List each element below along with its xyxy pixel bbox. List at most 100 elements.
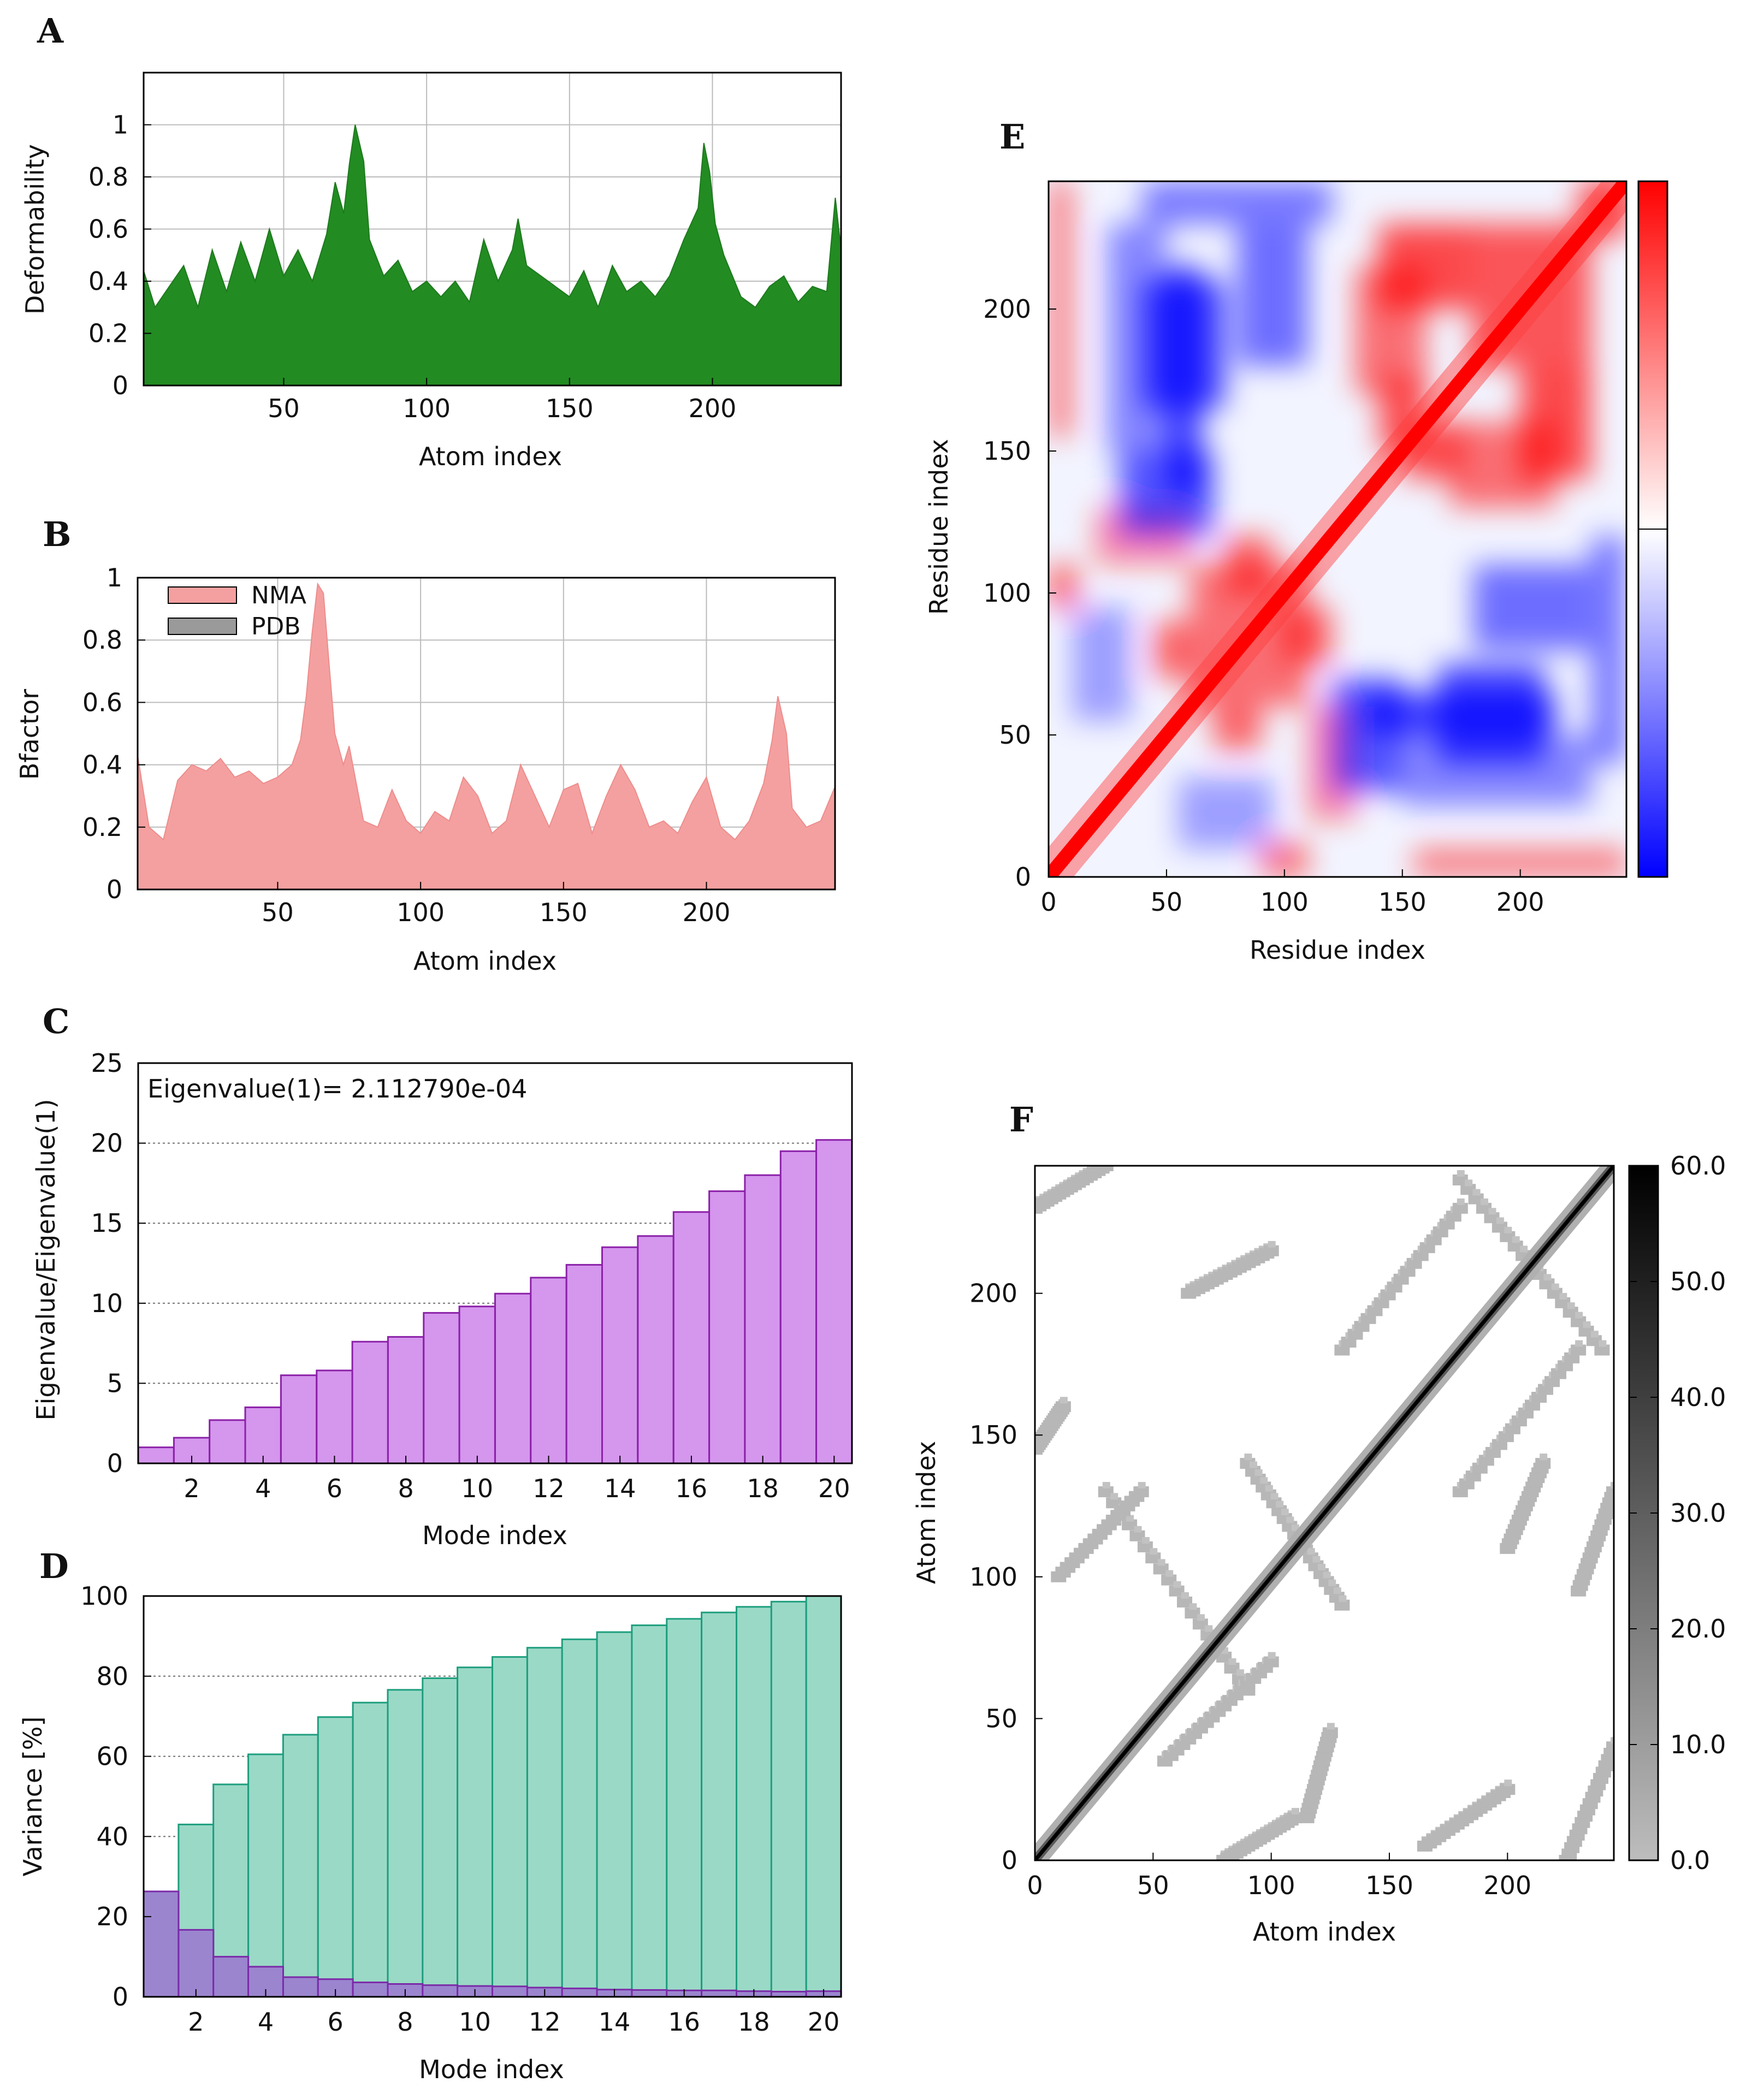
heatmap-cell bbox=[1488, 1208, 1496, 1215]
heatmap-cell bbox=[1504, 1226, 1512, 1233]
bar bbox=[244, 1406, 282, 1464]
x-tick-label: 6 bbox=[327, 1474, 342, 1503]
heatmap-cell bbox=[1126, 1515, 1134, 1522]
x-tick-label: 12 bbox=[529, 2007, 561, 2037]
heatmap-cell bbox=[1133, 1486, 1149, 1498]
colorbar-tick-label: 0.0 bbox=[1670, 1846, 1710, 1875]
heatmap-cell bbox=[1457, 1198, 1465, 1205]
bar bbox=[631, 1624, 668, 1998]
colorbar-tick-label: 30.0 bbox=[1670, 1498, 1726, 1528]
bar bbox=[282, 1734, 319, 1998]
heatmap-cell bbox=[1161, 1574, 1177, 1586]
x-tick-label: 0 bbox=[1040, 887, 1056, 917]
heatmap-cell bbox=[1287, 1812, 1303, 1824]
heatmap-cell bbox=[1072, 607, 1132, 721]
heatmap-cell bbox=[1484, 1212, 1500, 1224]
x-tick-label: 4 bbox=[258, 2007, 274, 2037]
heatmap-cell bbox=[1606, 1741, 1614, 1753]
x-tick-label: 18 bbox=[747, 1474, 779, 1503]
panel-c-ylabel: Eigenvalue/Eigenvalue(1) bbox=[31, 1099, 61, 1421]
bar bbox=[736, 1606, 772, 1998]
heatmap-cell bbox=[1119, 451, 1214, 536]
y-tick-label: 0 bbox=[113, 371, 128, 400]
bar bbox=[458, 1306, 496, 1464]
panel-b-ylabel: Bfactor bbox=[15, 689, 44, 780]
panel-b-legend: NMA PDB bbox=[168, 582, 306, 640]
heatmap-cell bbox=[1169, 1585, 1185, 1597]
x-tick-label: 8 bbox=[398, 1474, 413, 1503]
panel-e-xlabel: Residue index bbox=[1250, 935, 1425, 965]
heatmap-cell bbox=[1244, 1454, 1252, 1461]
heatmap-cell bbox=[1098, 1166, 1114, 1171]
bar bbox=[212, 1956, 250, 1998]
heatmap-cell bbox=[1457, 1170, 1465, 1177]
x-tick-label: 20 bbox=[808, 2007, 840, 2037]
panel-b-chart: 50 100 150 200 0 0.2 0.4 0.6 0.8 1 NMA PDB Atom i… bbox=[15, 563, 836, 976]
heatmap-cell bbox=[1571, 1344, 1587, 1356]
heatmap-cell bbox=[1543, 1274, 1552, 1281]
heatmap-cell bbox=[1049, 565, 1077, 607]
y-tick-label: 60 bbox=[96, 1742, 128, 1771]
heatmap-cell bbox=[1504, 1779, 1512, 1787]
heatmap-cell bbox=[1099, 1158, 1106, 1165]
heatmap-cell bbox=[1173, 1581, 1181, 1588]
bar bbox=[352, 1982, 389, 1998]
panel-d-bars bbox=[143, 1595, 842, 1998]
y-tick-label: 0.2 bbox=[88, 319, 128, 348]
bar bbox=[770, 1600, 807, 1998]
x-tick-label: 16 bbox=[668, 2007, 700, 2037]
panel-e-chart: 0 50 100 150 200 0 50 100 150 200 Residue index R… bbox=[924, 180, 1668, 965]
bar bbox=[316, 1369, 353, 1464]
y-tick-label: 150 bbox=[969, 1420, 1017, 1450]
colorbar-tick-label: 60.0 bbox=[1670, 1151, 1726, 1180]
heatmap-cell bbox=[1270, 1493, 1279, 1500]
panel-e-frame bbox=[1047, 180, 1627, 878]
heatmap-cell bbox=[1449, 423, 1556, 508]
bar bbox=[637, 1235, 674, 1464]
bar bbox=[492, 1985, 528, 1998]
panel-a-ylabel: Deformability bbox=[20, 144, 50, 315]
x-tick-label: 50 bbox=[1137, 1871, 1169, 1900]
panel-d-ticks: 2 4 6 8 10 12 14 16 18 20 0 20 40 60 80 100 bbox=[80, 1581, 839, 2037]
heatmap-cell bbox=[1281, 1509, 1289, 1516]
bar bbox=[494, 1292, 532, 1464]
bar bbox=[387, 1689, 424, 1998]
bar bbox=[492, 1656, 528, 1998]
heatmap-cell bbox=[1181, 1592, 1189, 1599]
x-tick-label: 12 bbox=[532, 1474, 565, 1503]
heatmap-cell bbox=[1575, 1340, 1583, 1347]
y-tick-label: 100 bbox=[983, 578, 1031, 608]
x-tick-label: 200 bbox=[683, 898, 731, 927]
heatmap-cell bbox=[1225, 536, 1273, 593]
heatmap-cell bbox=[1586, 1335, 1602, 1346]
panel-e-ylabel: Residue index bbox=[924, 439, 954, 615]
heatmap-cell bbox=[1500, 1784, 1516, 1795]
heatmap-cell bbox=[1512, 1236, 1520, 1243]
heatmap-cell bbox=[1472, 1189, 1481, 1196]
bar bbox=[177, 1929, 215, 1998]
x-tick-label: 150 bbox=[1378, 887, 1427, 917]
heatmap-cell bbox=[1312, 1556, 1321, 1563]
x-tick-label: 200 bbox=[689, 394, 737, 423]
panel-f-diagonal bbox=[1035, 1166, 1614, 1860]
bar bbox=[701, 1989, 737, 1998]
heatmap-cell bbox=[1323, 1571, 1331, 1579]
bar bbox=[247, 1753, 285, 1998]
y-tick-label: 0 bbox=[106, 875, 122, 904]
panel-c-xlabel: Mode index bbox=[422, 1521, 567, 1550]
heatmap-cell bbox=[1291, 1808, 1299, 1815]
bar bbox=[561, 1988, 598, 1998]
y-tick-label: 15 bbox=[91, 1208, 123, 1238]
heatmap-cell bbox=[1286, 1516, 1294, 1523]
panel-e-diagonal bbox=[1049, 181, 1626, 877]
heatmap-cell bbox=[1535, 1458, 1551, 1469]
panel-d-ylabel: Variance [%] bbox=[18, 1717, 48, 1877]
heatmap-cell bbox=[1189, 1603, 1197, 1610]
y-tick-label: 5 bbox=[107, 1368, 123, 1398]
panel-label-f: F bbox=[1009, 1100, 1033, 1140]
panel-b-xlabel: Atom index bbox=[413, 946, 557, 976]
heatmap-cell bbox=[1468, 1193, 1484, 1205]
panel-c-bars bbox=[137, 1139, 853, 1464]
heatmap-cell bbox=[1103, 1156, 1110, 1162]
